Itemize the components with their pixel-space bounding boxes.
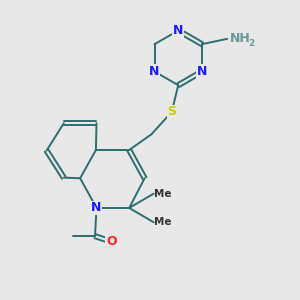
Text: Me: Me [154,217,172,227]
Text: N: N [149,65,160,78]
Text: S: S [167,106,176,118]
Text: O: O [106,235,117,248]
Text: Me: Me [154,189,172,199]
Text: N: N [197,65,207,78]
Text: N: N [173,24,183,37]
Text: N: N [91,202,102,214]
Text: 2: 2 [249,38,255,47]
Text: NH: NH [230,32,251,45]
